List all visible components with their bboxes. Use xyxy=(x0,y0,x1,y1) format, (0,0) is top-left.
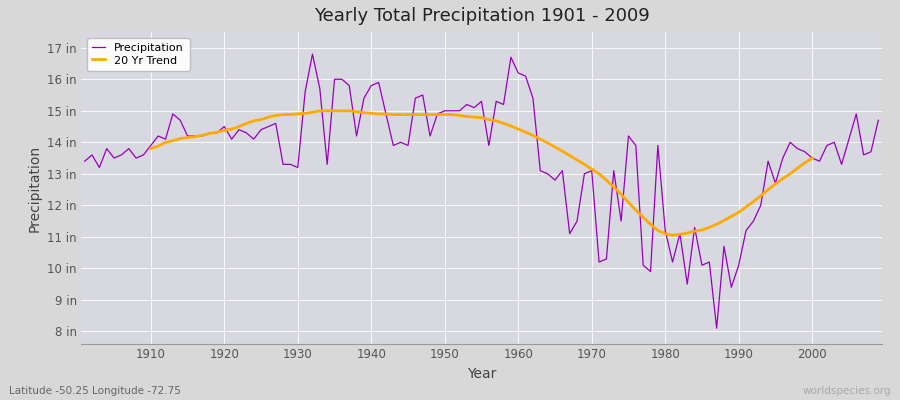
Title: Yearly Total Precipitation 1901 - 2009: Yearly Total Precipitation 1901 - 2009 xyxy=(313,7,650,25)
Text: worldspecies.org: worldspecies.org xyxy=(803,386,891,396)
Precipitation xyxy=(873,118,884,123)
Text: Latitude -50.25 Longitude -72.75: Latitude -50.25 Longitude -72.75 xyxy=(9,386,181,396)
Precipitation xyxy=(138,152,148,157)
Precipitation xyxy=(300,90,310,94)
Legend: Precipitation, 20 Yr Trend: Precipitation, 20 Yr Trend xyxy=(86,38,190,71)
20 Yr Trend xyxy=(667,233,678,238)
Precipitation xyxy=(513,70,524,75)
Y-axis label: Precipitation: Precipitation xyxy=(28,144,41,232)
Precipitation xyxy=(351,134,362,138)
20 Yr Trend xyxy=(535,137,545,142)
X-axis label: Year: Year xyxy=(467,367,496,381)
20 Yr Trend xyxy=(806,156,817,160)
20 Yr Trend xyxy=(322,108,333,113)
Precipitation xyxy=(608,168,619,173)
Line: Precipitation: Precipitation xyxy=(85,54,878,328)
20 Yr Trend xyxy=(314,108,325,113)
20 Yr Trend xyxy=(799,160,810,165)
Line: 20 Yr Trend: 20 Yr Trend xyxy=(151,111,812,235)
20 Yr Trend xyxy=(718,218,729,223)
Precipitation xyxy=(307,52,318,56)
Precipitation xyxy=(520,74,531,78)
Precipitation xyxy=(79,159,90,164)
Precipitation xyxy=(711,326,722,331)
20 Yr Trend xyxy=(300,111,310,116)
20 Yr Trend xyxy=(226,127,237,132)
20 Yr Trend xyxy=(146,146,157,151)
